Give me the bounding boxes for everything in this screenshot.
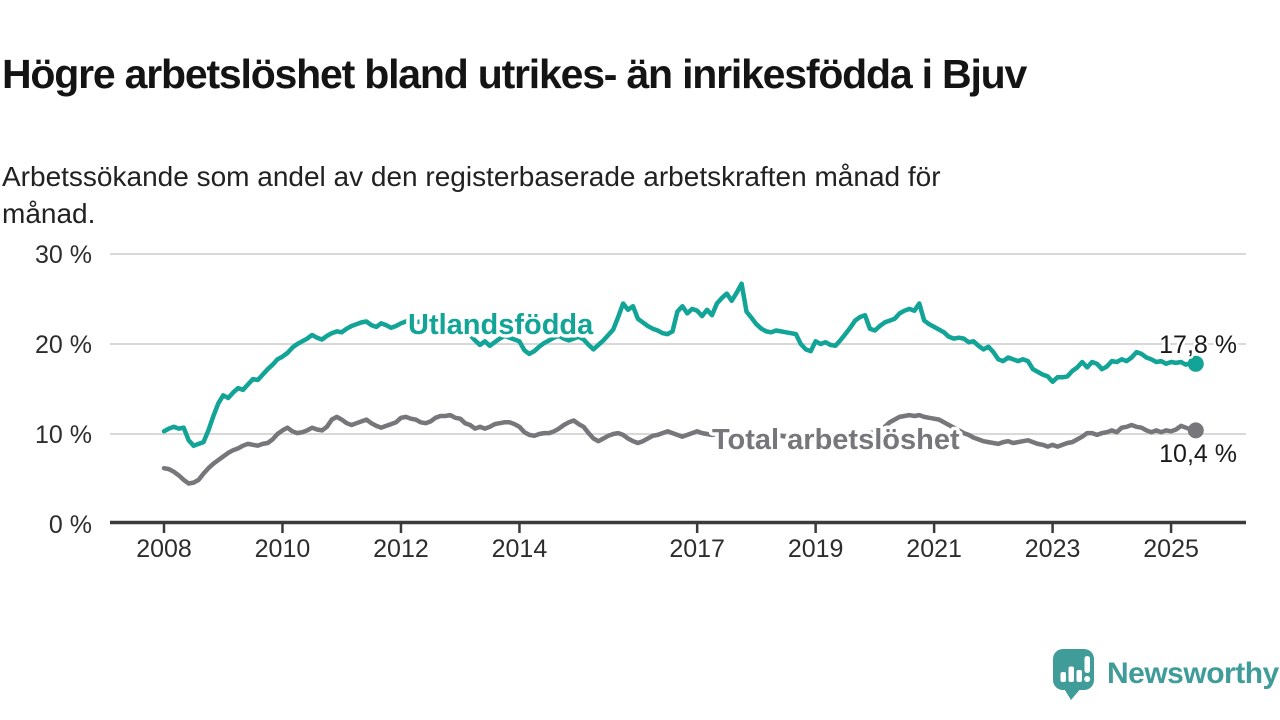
newsworthy-logo: Newsworthy xyxy=(1050,647,1279,700)
series-line-0 xyxy=(161,281,1199,448)
x-tick-label-2008: 2008 xyxy=(136,535,192,563)
newsworthy-logo-icon xyxy=(1050,647,1097,700)
y-tick-label-10: 10 % xyxy=(35,421,92,449)
x-tick-label-2017: 2017 xyxy=(669,535,725,563)
subtitle-line-2: månad. xyxy=(2,198,96,229)
series-end-dot-0 xyxy=(1187,355,1204,372)
series-label-0: Utlandsfödda xyxy=(408,309,594,341)
x-tick-label-2014: 2014 xyxy=(492,535,548,563)
series-end-label-1: 10,4 % xyxy=(1159,440,1237,468)
x-tick-label-2012: 2012 xyxy=(373,535,429,563)
series-end-label-0: 17,8 % xyxy=(1159,331,1237,359)
subtitle-line-1: Arbetssökande som andel av den registerb… xyxy=(2,161,941,192)
x-tick-label-2019: 2019 xyxy=(788,535,844,563)
x-tick-label-2021: 2021 xyxy=(906,535,962,563)
newsworthy-logo-text: Newsworthy xyxy=(1107,656,1279,690)
y-tick-label-30: 30 % xyxy=(35,241,92,269)
y-tick-label-0: 0 % xyxy=(49,511,92,539)
series-label-1: Total arbetslöshet xyxy=(712,424,960,456)
x-tick-label-2010: 2010 xyxy=(255,535,311,563)
chart-subtitle: Arbetssökande som andel av den registerb… xyxy=(2,158,1222,232)
x-tick-label-2023: 2023 xyxy=(1025,535,1081,563)
x-tick-label-2025: 2025 xyxy=(1143,535,1199,563)
series-line-1 xyxy=(161,412,1199,486)
y-tick-label-20: 20 % xyxy=(35,331,92,359)
page-title: Högre arbetslöshet bland utrikes- än inr… xyxy=(2,51,1027,98)
series-end-dot-1 xyxy=(1187,422,1204,439)
